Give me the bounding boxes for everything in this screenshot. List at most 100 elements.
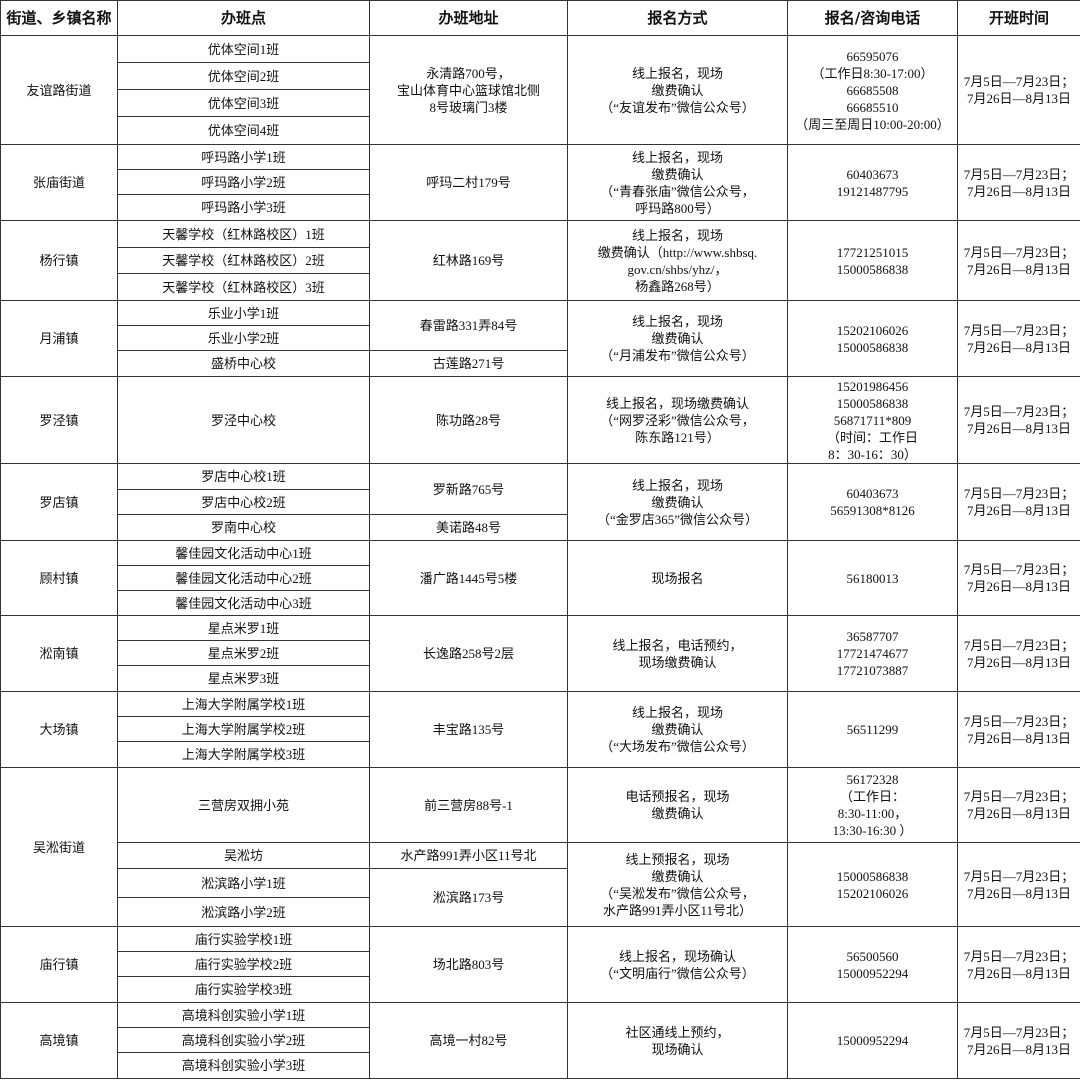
table-row: 星点米罗2班 xyxy=(1,640,1080,666)
time-cell: 7月5日—7月23日； 7月26日—8月13日 xyxy=(957,615,1080,692)
table-row: 淞南镇 星点米罗1班 长逸路258号2层 线上报名，电话预约， 现场缴费确认 36587… xyxy=(0,615,1080,692)
address-cell: 罗新路765号 xyxy=(369,463,568,515)
address-cell: 永清路700号， 宝山体育中心篮球馆北侧 8号玻璃门3楼 xyxy=(369,35,568,145)
district-cell: 庙行镇 xyxy=(0,926,118,1003)
table-row: 顾村镇 馨佳园文化活动中心1班 潘广路1445号5楼 现场报名 56180013 7月5日… xyxy=(0,540,1080,616)
method-cell: 电话预报名，现场 缴费确认 xyxy=(567,767,788,843)
table-row: 高境镇 高境科创实验小学1班 高境一村82号 社区通线上预约， 现场确认 1500095… xyxy=(0,1002,1080,1079)
address-cell: 潘广路1445号5楼 xyxy=(369,540,568,616)
method-cell: 线上报名，现场确认 （“文明庙行”微信公众号） xyxy=(567,926,788,1003)
site-cell: 优体空间3班 xyxy=(117,89,370,117)
site-cell: 星点米罗1班 xyxy=(117,615,370,641)
table-row: 罗泾镇 罗泾中心校 陈功路28号 线上报名，现场缴费确认 （“网罗泾彩”微信公众号， … xyxy=(0,376,1080,464)
table-row: 吴淞坊 水产路991弄小区11号北 线上预报名，现场 缴费确认 （“吴淞发布”微信公… xyxy=(1,842,1080,927)
site-cell: 优体空间1班 xyxy=(117,35,370,63)
address-cell: 水产路991弄小区11号北 xyxy=(369,842,568,869)
header-cell: 报名/咨询电话 xyxy=(787,0,958,36)
table-row: 张庙街道 呼玛路小学1班 呼玛二村179号 线上报名，现场 缴费确认 （“青春张庙”微… xyxy=(0,144,1080,221)
time-cell: 7月5日—7月23日； 7月26日—8月13日 xyxy=(957,35,1080,145)
time-cell: 7月5日—7月23日； 7月26日—8月13日 xyxy=(957,767,1080,843)
site-cell: 馨佳园文化活动中心3班 xyxy=(117,590,370,616)
header-row: 街道、乡镇名称 办班点 办班地址 报名方式 报名/咨询电话 开班时间 xyxy=(0,0,1080,36)
table-row: 高境科创实验小学3班 xyxy=(1,1052,1080,1079)
phone-cell: 17721251015 15000586838 xyxy=(787,220,958,301)
time-cell: 7月5日—7月23日； 7月26日—8月13日 xyxy=(957,842,1080,927)
table-row: 高境科创实验小学2班 xyxy=(1,1027,1080,1053)
method-cell: 线上报名，现场 缴费确认 （“大场发布”微信公众号） xyxy=(567,691,788,768)
site-cell: 优体空间2班 xyxy=(117,62,370,90)
phone-cell: 66595076 （工作日8:30-17:00） 66685508 666855… xyxy=(787,35,958,145)
table-row: 优体空间3班 xyxy=(1,89,1080,117)
table-row: 罗店镇 罗店中心校1班 罗新路765号 线上报名，现场 缴费确认 （“金罗店365”微… xyxy=(0,463,1080,541)
table-row: 庙行镇 庙行实验学校1班 场北路803号 线上报名，现场确认 （“文明庙行”微信公众号… xyxy=(0,926,1080,1003)
phone-cell: 15201986456 15000586838 56871711*809 （时间… xyxy=(787,376,958,464)
phone-cell: 15000586838 15202106026 xyxy=(787,842,958,927)
table-row: 优体空间2班 xyxy=(1,62,1080,90)
site-cell: 星点米罗3班 xyxy=(117,665,370,692)
phone-cell: 36587707 17721474677 17721073887 xyxy=(787,615,958,692)
method-cell: 线上预报名，现场 缴费确认 （“吴淞发布”微信公众号， 水产路991弄小区11号… xyxy=(567,842,788,927)
address-cell: 高境一村82号 xyxy=(369,1002,568,1079)
site-cell: 馨佳园文化活动中心1班 xyxy=(117,540,370,566)
table-row: 乐业小学2班 xyxy=(1,325,1080,351)
table-row: 月浦镇 乐业小学1班 春雷路331弄84号 线上报名，现场 缴费确认 （“月浦发布”微… xyxy=(0,300,1080,377)
address-cell: 美诺路48号 xyxy=(369,514,568,541)
site-cell: 庙行实验学校2班 xyxy=(117,951,370,977)
method-cell: 线上报名，现场 缴费确认 （“友谊发布”微信公众号） xyxy=(567,35,788,145)
site-cell: 罗店中心校2班 xyxy=(117,489,370,515)
method-cell: 线上报名，现场 缴费确认 （“月浦发布”微信公众号） xyxy=(567,300,788,377)
site-cell: 罗南中心校 xyxy=(117,514,370,541)
district-cell: 张庙街道 xyxy=(0,144,118,221)
table-row: 罗店中心校2班 xyxy=(1,489,1080,515)
site-cell: 高境科创实验小学2班 xyxy=(117,1027,370,1053)
address-cell: 淞滨路173号 xyxy=(369,868,568,927)
site-cell: 星点米罗2班 xyxy=(117,640,370,666)
method-cell: 线上报名，现场缴费确认 （“网罗泾彩”微信公众号， 陈东路121号） xyxy=(567,376,788,464)
site-cell: 上海大学附属学校1班 xyxy=(117,691,370,717)
district-cell: 罗店镇 xyxy=(0,463,118,541)
site-cell: 天馨学校（红林路校区）3班 xyxy=(117,273,370,301)
table-row: 大场镇 上海大学附属学校1班 丰宝路135号 线上报名，现场 缴费确认 （“大场发布”… xyxy=(0,691,1080,768)
table-row: 盛桥中心校 古莲路271号 xyxy=(1,350,1080,377)
time-cell: 7月5日—7月23日； 7月26日—8月13日 xyxy=(957,926,1080,1003)
site-cell: 盛桥中心校 xyxy=(117,350,370,377)
address-cell: 呼玛二村179号 xyxy=(369,144,568,221)
site-cell: 淞滨路小学2班 xyxy=(117,897,370,927)
header-cell: 开班时间 xyxy=(957,0,1080,36)
time-cell: 7月5日—7月23日； 7月26日—8月13日 xyxy=(957,691,1080,768)
district-cell: 友谊路街道 xyxy=(0,35,118,145)
header-cell: 办班点 xyxy=(117,0,370,36)
address-cell: 前三营房88号-1 xyxy=(369,767,568,843)
table-row: 馨佳园文化活动中心2班 xyxy=(1,565,1080,591)
phone-cell: 56500560 15000952294 xyxy=(787,926,958,1003)
site-cell: 呼玛路小学2班 xyxy=(117,169,370,195)
site-cell: 天馨学校（红林路校区）1班 xyxy=(117,220,370,248)
time-cell: 7月5日—7月23日； 7月26日—8月13日 xyxy=(957,540,1080,616)
table-row: 吴淞街道 三营房双拥小苑 前三营房88号-1 电话预报名，现场 缴费确认 5617232… xyxy=(0,767,1080,927)
address-cell: 古莲路271号 xyxy=(369,350,568,377)
header-cell: 街道、乡镇名称 xyxy=(0,0,118,36)
district-cell: 吴淞街道 xyxy=(0,767,118,927)
phone-cell: 15202106026 15000586838 xyxy=(787,300,958,377)
site-cell: 高境科创实验小学3班 xyxy=(117,1052,370,1079)
method-cell: 线上报名，现场 缴费确认（http://www.shbsq. gov.cn/sh… xyxy=(567,220,788,301)
site-cell: 上海大学附属学校3班 xyxy=(117,741,370,768)
header-cell: 报名方式 xyxy=(567,0,788,36)
district-cell: 月浦镇 xyxy=(0,300,118,377)
phone-cell: 60403673 56591308*8126 xyxy=(787,463,958,541)
time-cell: 7月5日—7月23日； 7月26日—8月13日 xyxy=(957,300,1080,377)
method-cell: 现场报名 xyxy=(567,540,788,616)
phone-cell: 56172328 （工作日： 8:30-11:00， 13:30-16:30 ） xyxy=(787,767,958,843)
table-row: 杨行镇 天馨学校（红林路校区）1班 红林路169号 线上报名，现场 缴费确认（http… xyxy=(0,220,1080,301)
time-cell: 7月5日—7月23日； 7月26日—8月13日 xyxy=(957,220,1080,301)
site-cell: 乐业小学1班 xyxy=(117,300,370,326)
site-cell: 吴淞坊 xyxy=(117,842,370,869)
site-cell: 优体空间4班 xyxy=(117,116,370,145)
district-cell: 杨行镇 xyxy=(0,220,118,301)
site-cell: 罗泾中心校 xyxy=(117,376,370,464)
table-row: 星点米罗3班 xyxy=(1,665,1080,692)
phone-cell: 56180013 xyxy=(787,540,958,616)
district-cell: 高境镇 xyxy=(0,1002,118,1079)
